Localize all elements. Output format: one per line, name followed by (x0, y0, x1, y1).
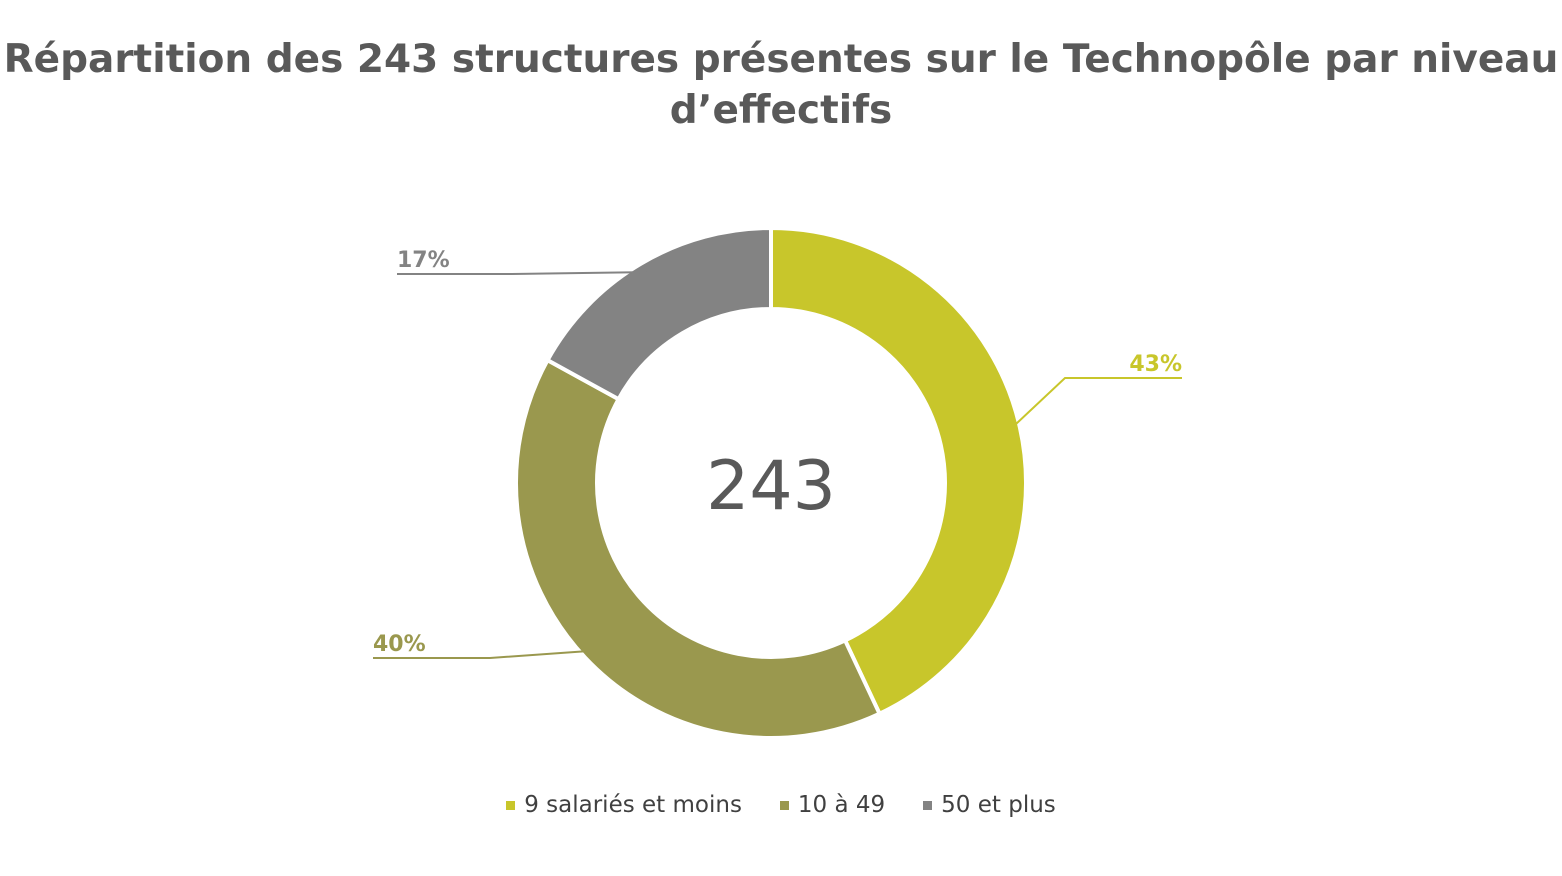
data-label-50-et-plus: 17% (397, 248, 450, 273)
data-labels: 43% 40% 17% (373, 248, 1182, 657)
donut-slices (514, 225, 1028, 740)
slice-9-salaries-et-moins (769, 225, 1028, 717)
data-label-10-a-49: 40% (373, 632, 426, 657)
leader-line-50-et-plus (397, 271, 647, 275)
slice-50-et-plus (544, 225, 773, 402)
legend-label: 10 à 49 (797, 792, 886, 818)
leader-line-9-salaries-et-moins (1009, 377, 1182, 431)
legend-item-9-salaries-et-moins: 9 salariés et moins (506, 792, 742, 818)
data-label-9-salaries-et-moins: 43% (1129, 352, 1182, 377)
legend: 9 salariés et moins 10 à 49 50 et plus (0, 792, 1562, 818)
legend-item-10-a-49: 10 à 49 (779, 792, 886, 818)
legend-swatch (779, 800, 789, 810)
chart-title: Répartition des 243 structures présentes… (3, 37, 1559, 133)
slice-10-a-49 (514, 357, 883, 740)
leader-lines (373, 271, 1182, 659)
legend-label: 50 et plus (941, 792, 1056, 818)
center-total-label: 243 (706, 447, 836, 526)
leader-line-10-a-49 (373, 649, 593, 659)
legend-label: 9 salariés et moins (524, 792, 742, 818)
legend-item-50-et-plus: 50 et plus (923, 792, 1056, 818)
legend-swatch (923, 800, 933, 810)
legend-swatch (506, 800, 516, 810)
